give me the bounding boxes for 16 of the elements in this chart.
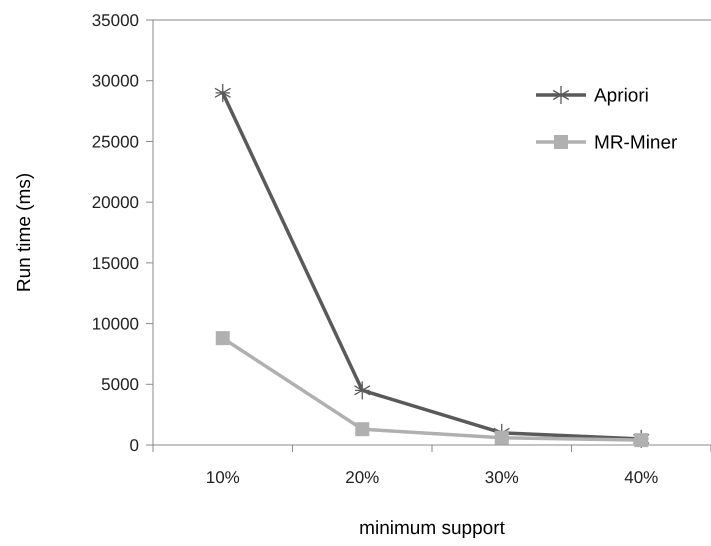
y-tick-label: 30000 bbox=[92, 72, 139, 91]
y-tick-label: 15000 bbox=[92, 254, 139, 273]
y-tick-label: 5000 bbox=[101, 375, 139, 394]
y-tick-label: 35000 bbox=[92, 10, 139, 30]
x-axis-title: minimum support bbox=[359, 518, 506, 539]
y-axis-title: Run time (ms) bbox=[14, 172, 35, 292]
x-tick-label: 30% bbox=[484, 468, 519, 487]
y-tick-label: 10000 bbox=[92, 314, 139, 334]
y-tick-label: 0 bbox=[130, 436, 139, 455]
y-tick-label: 20000 bbox=[92, 193, 139, 212]
x-tick-label: 40% bbox=[624, 468, 658, 487]
x-tick-label: 20% bbox=[345, 468, 380, 487]
x-tick-label: 10% bbox=[206, 468, 240, 487]
legend-label: Apriori bbox=[594, 86, 649, 107]
y-tick-label: 25000 bbox=[92, 132, 139, 152]
legend-label: MR-Miner bbox=[594, 132, 678, 154]
